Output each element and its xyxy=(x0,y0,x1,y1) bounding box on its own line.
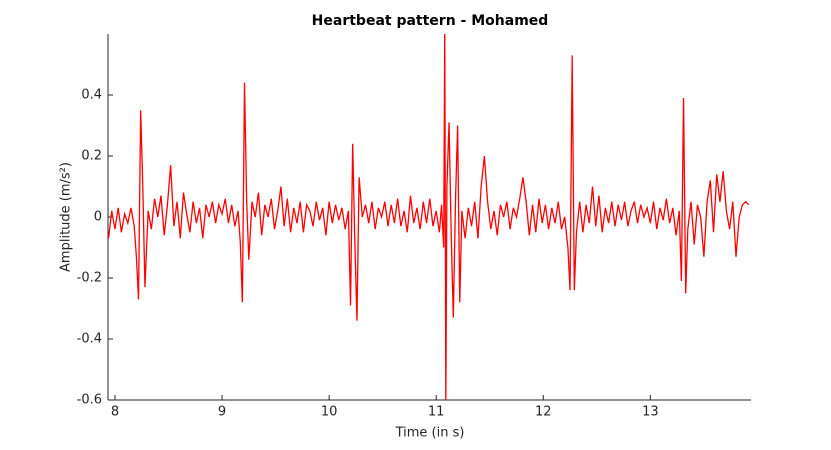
x-tick-label: 10 xyxy=(321,405,338,420)
y-tick-label: -0.4 xyxy=(77,332,102,347)
x-tick-label: 9 xyxy=(218,405,226,420)
x-axis-label: Time (in s) xyxy=(395,426,465,441)
y-axis-label: Amplitude (m/s²) xyxy=(59,162,74,272)
y-tick-label: -0.2 xyxy=(77,271,102,286)
x-tick-label: 11 xyxy=(428,405,445,420)
line xyxy=(108,34,750,400)
y-tick-label: 0 xyxy=(94,210,102,225)
chart-title: Heartbeat pattern - Mohamed xyxy=(312,13,549,29)
x-tick-label: 8 xyxy=(111,405,119,420)
x-tick-label: 12 xyxy=(535,405,552,420)
x-tick-label: 13 xyxy=(642,405,659,420)
y-tick-label: 0.4 xyxy=(81,88,102,103)
y-tick-label: 0.2 xyxy=(81,149,102,164)
y-tick-label: -0.6 xyxy=(77,393,102,408)
